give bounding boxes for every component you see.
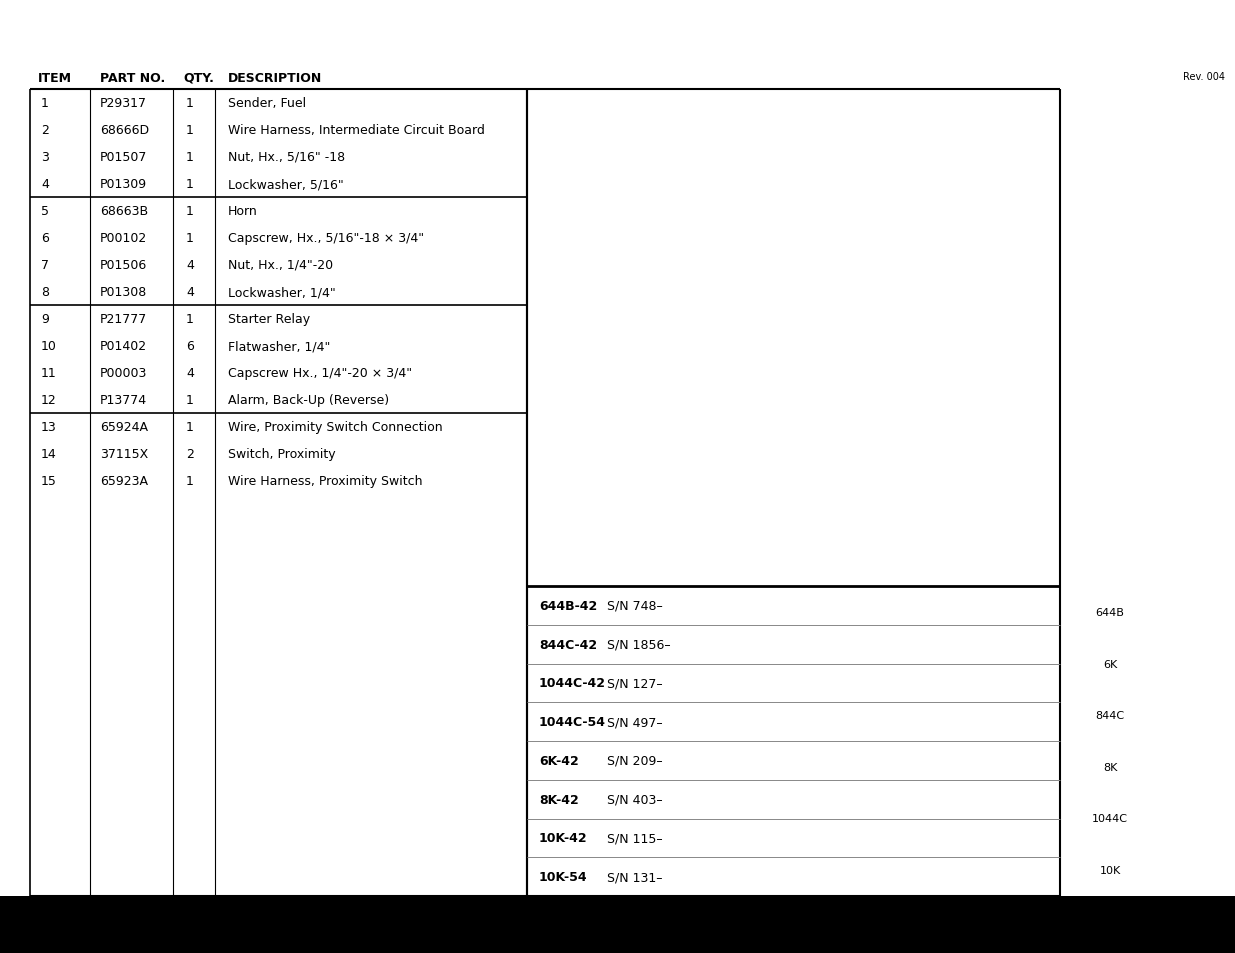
Text: 1044C-54: 1044C-54: [538, 716, 606, 728]
Text: 4: 4: [186, 286, 194, 298]
Text: Flatwasher, 1/4": Flatwasher, 1/4": [228, 339, 331, 353]
Text: Capscrew, Hx., 5/16"-18 × 3/4": Capscrew, Hx., 5/16"-18 × 3/4": [228, 232, 424, 245]
Text: 37115X: 37115X: [100, 448, 148, 460]
Text: 65923A: 65923A: [100, 475, 148, 488]
Text: Nut, Hx., 5/16" -18: Nut, Hx., 5/16" -18: [228, 151, 345, 164]
Text: 644B-42: 644B-42: [538, 599, 598, 612]
Text: Wire Harness, Proximity Switch: Wire Harness, Proximity Switch: [228, 475, 422, 488]
Text: 1: 1: [186, 394, 194, 407]
Text: 3: 3: [41, 151, 49, 164]
Text: 68666D: 68666D: [100, 124, 149, 137]
Text: 6: 6: [41, 232, 49, 245]
Text: 9.4.1.3: 9.4.1.3: [968, 915, 1050, 935]
Text: P29317: P29317: [100, 97, 147, 110]
Text: 644B: 644B: [1095, 607, 1124, 618]
Text: ITEM: ITEM: [38, 71, 72, 85]
Text: P13774: P13774: [100, 394, 147, 407]
Text: ELECTRICAL GROUP - FRAME (Valve Plate): ELECTRICAL GROUP - FRAME (Valve Plate): [299, 915, 792, 935]
Text: 1: 1: [186, 124, 194, 137]
Text: 1: 1: [186, 420, 194, 434]
Text: 4: 4: [41, 178, 49, 191]
Text: 844C-42: 844C-42: [538, 638, 598, 651]
Text: 1044C-42: 1044C-42: [538, 677, 606, 690]
Text: P01506: P01506: [100, 258, 147, 272]
Text: 8K-42: 8K-42: [538, 793, 579, 806]
Text: S/N 209–: S/N 209–: [606, 754, 663, 767]
Text: PART NO.: PART NO.: [100, 71, 165, 85]
Text: 1: 1: [186, 475, 194, 488]
Text: 9: 9: [41, 313, 49, 326]
Text: 2: 2: [186, 448, 194, 460]
Text: 844C: 844C: [1095, 710, 1125, 720]
Text: Rev. 004: Rev. 004: [1183, 71, 1225, 82]
Text: QTY.: QTY.: [183, 71, 214, 85]
Text: 10K-54: 10K-54: [538, 870, 588, 883]
Text: 1: 1: [186, 151, 194, 164]
Text: S/N 115–: S/N 115–: [606, 832, 663, 844]
Text: P00102: P00102: [100, 232, 147, 245]
Text: 65924A: 65924A: [100, 420, 148, 434]
Text: 1: 1: [186, 178, 194, 191]
Text: 2: 2: [41, 124, 49, 137]
Bar: [0, 896, 1235, 953]
Text: 13: 13: [41, 420, 57, 434]
Text: S/N 748–: S/N 748–: [606, 599, 663, 612]
Text: P00003: P00003: [100, 367, 147, 379]
Text: 11: 11: [41, 367, 57, 379]
Text: 4: 4: [186, 367, 194, 379]
Text: 1: 1: [186, 232, 194, 245]
Text: 1: 1: [186, 205, 194, 218]
Text: 7: 7: [41, 258, 49, 272]
Text: 1044C: 1044C: [1092, 814, 1128, 823]
Text: 68663B: 68663B: [100, 205, 148, 218]
Text: Lockwasher, 1/4": Lockwasher, 1/4": [228, 286, 336, 298]
Text: 8: 8: [41, 286, 49, 298]
Text: S/N 1856–: S/N 1856–: [606, 638, 671, 651]
Text: 14: 14: [41, 448, 57, 460]
Text: 5: 5: [41, 205, 49, 218]
Text: DESCRIPTION: DESCRIPTION: [228, 71, 322, 85]
Text: S/N 127–: S/N 127–: [606, 677, 663, 690]
Text: 12: 12: [41, 394, 57, 407]
Text: S/N 403–: S/N 403–: [606, 793, 663, 806]
Text: 10K: 10K: [1099, 865, 1120, 875]
Text: 6K-42: 6K-42: [538, 754, 579, 767]
Text: Starter Relay: Starter Relay: [228, 313, 310, 326]
Text: P01402: P01402: [100, 339, 147, 353]
Text: 1: 1: [41, 97, 49, 110]
Text: Sender, Fuel: Sender, Fuel: [228, 97, 306, 110]
Text: 10: 10: [41, 339, 57, 353]
Text: S/N 131–: S/N 131–: [606, 870, 662, 883]
Text: P01507: P01507: [100, 151, 147, 164]
Text: 8K: 8K: [1103, 762, 1118, 772]
Text: Horn: Horn: [228, 205, 258, 218]
Text: Capscrew Hx., 1/4"-20 × 3/4": Capscrew Hx., 1/4"-20 × 3/4": [228, 367, 412, 379]
Text: Nut, Hx., 1/4"-20: Nut, Hx., 1/4"-20: [228, 258, 333, 272]
Text: P01308: P01308: [100, 286, 147, 298]
Text: Switch, Proximity: Switch, Proximity: [228, 448, 336, 460]
Text: P01309: P01309: [100, 178, 147, 191]
Text: Lockwasher, 5/16": Lockwasher, 5/16": [228, 178, 343, 191]
Text: ▼: ▼: [1105, 902, 1115, 915]
Text: 10K-42: 10K-42: [538, 832, 588, 844]
Text: Alarm, Back-Up (Reverse): Alarm, Back-Up (Reverse): [228, 394, 389, 407]
Text: 6: 6: [186, 339, 194, 353]
Text: 15: 15: [41, 475, 57, 488]
Text: S/N 497–: S/N 497–: [606, 716, 663, 728]
Text: 1: 1: [186, 313, 194, 326]
Text: Wire Harness, Intermediate Circuit Board: Wire Harness, Intermediate Circuit Board: [228, 124, 485, 137]
Text: P21777: P21777: [100, 313, 147, 326]
Text: 1: 1: [186, 97, 194, 110]
Text: 6K: 6K: [1103, 659, 1118, 669]
Text: Wire, Proximity Switch Connection: Wire, Proximity Switch Connection: [228, 420, 442, 434]
Text: 4: 4: [186, 258, 194, 272]
